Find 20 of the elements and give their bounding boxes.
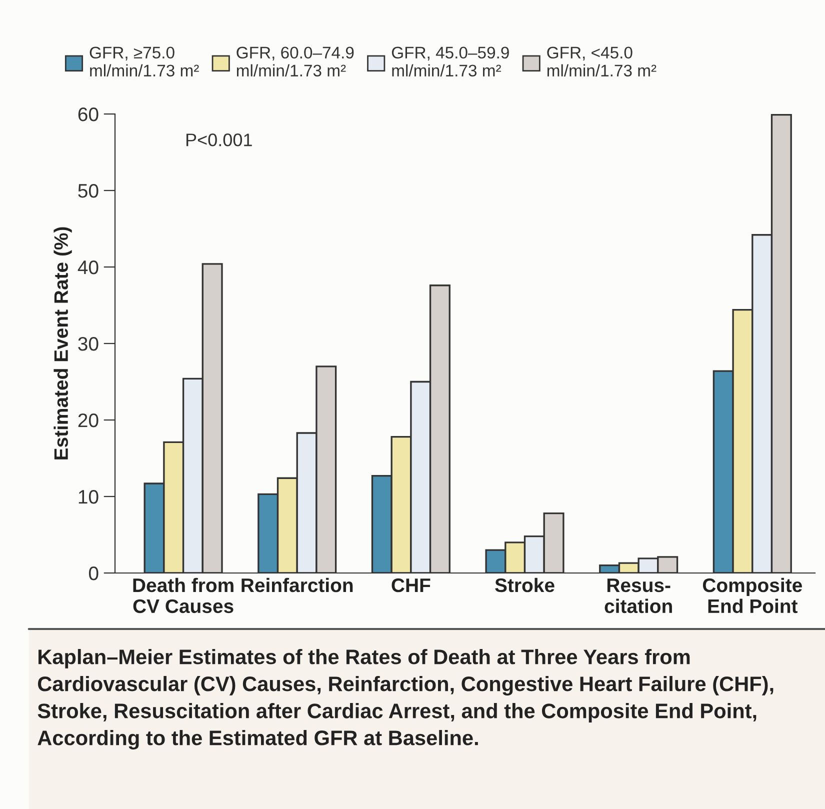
y-tick-label: 10	[78, 490, 98, 504]
text: Kaplan–Meier Estimates of the Rates of Death at Three Years from Cardiovascular (CV) Causes, Reinfarction, Congestive Heart Failure (CHF), Stroke, Resuscitation after Cardiac Arrest, and the Composite End Point, According to the Estimated GFR at Baseline.	[38, 649, 774, 750]
x-tick-label: Stroke	[495, 578, 554, 592]
legend-label: GFR, <45.0 ml/min/1.73 m²	[547, 46, 656, 76]
legend-label: GFR, 45.0–59.9 ml/min/1.73 m²	[392, 46, 509, 76]
x-tick-label: Resus- citation	[604, 578, 672, 614]
x-tick-label: CHF	[392, 578, 430, 592]
annotation: P<0.001	[186, 134, 252, 146]
x-tick-label: Reinfarction	[242, 578, 353, 592]
y-tick-label: 0	[88, 566, 98, 580]
y-axis-title: Estimated Event Rate (%)	[54, 227, 72, 460]
y-tick-label: 40	[78, 260, 98, 274]
y-tick-label: 20	[78, 413, 98, 428]
x-tick-label: Death from CV Causes	[133, 578, 234, 614]
legend-label: GFR, ≥75.0 ml/min/1.73 m²	[90, 46, 199, 76]
x-tick-label: Composite End Point	[702, 578, 802, 614]
y-tick-label: 30	[78, 336, 98, 351]
legend-label: GFR, 60.0–74.9 ml/min/1.73 m²	[236, 46, 354, 76]
y-tick-label: 60	[78, 107, 98, 122]
y-tick-label: 50	[78, 184, 98, 198]
